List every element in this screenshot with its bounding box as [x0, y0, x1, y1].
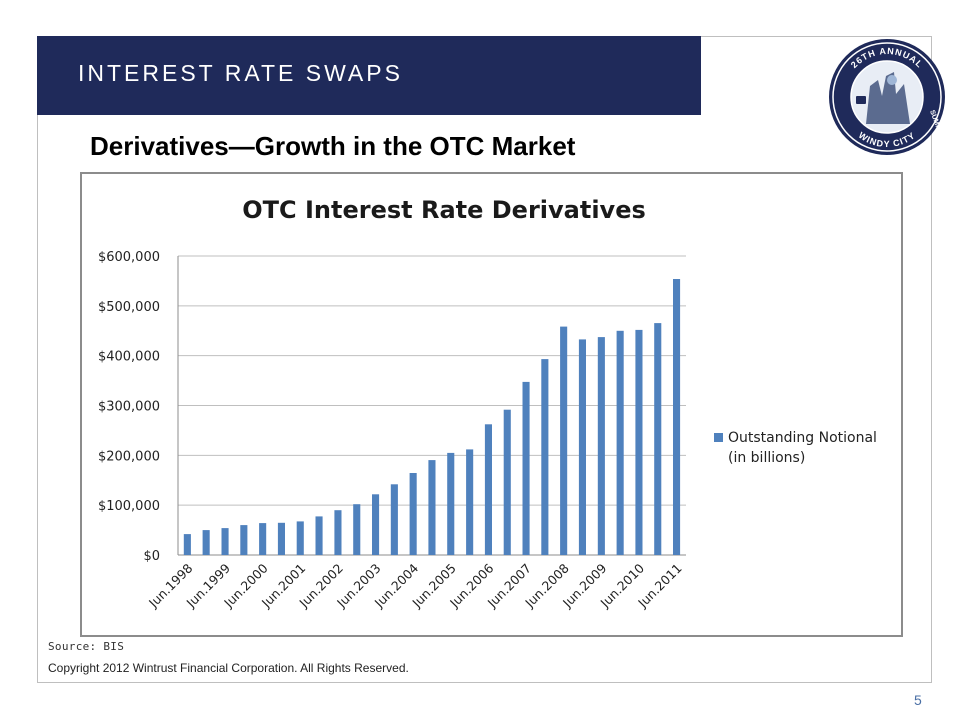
bar-Dec.2004 [428, 460, 436, 555]
bar-Jun.2009 [597, 337, 605, 555]
header-bar [37, 36, 701, 115]
legend-swatch [714, 433, 723, 442]
bar-Jun.2011 [673, 279, 681, 555]
bar-Jun.2010 [635, 329, 643, 555]
bar-Jun.2006 [484, 424, 492, 555]
bar-Dec.2007 [541, 359, 549, 555]
bar-Jun.2001 [296, 521, 304, 555]
copyright-text: Copyright 2012 Wintrust Financial Corpor… [48, 661, 409, 675]
bar-Jun.2003 [372, 494, 380, 555]
bar-Dec.2009 [616, 330, 624, 555]
bar-Jun.1999 [221, 528, 229, 555]
source-note: Source: BIS [48, 640, 125, 653]
y-tick-label: $0 [143, 549, 160, 564]
header-title: INTEREST RATE SWAPS [78, 60, 403, 86]
bar-Dec.2001 [315, 516, 323, 555]
y-tick-label: $300,000 [98, 400, 160, 415]
y-tick-label: $500,000 [98, 300, 160, 315]
bar-Jun.2008 [560, 326, 568, 555]
bar-Dec.1999 [240, 525, 248, 555]
bar-Jun.2004 [409, 473, 417, 555]
y-tick-label: $200,000 [98, 449, 160, 464]
chart-container: OTC Interest Rate Derivatives $0 $100,000 $… [80, 172, 903, 637]
bar-Jun.2007 [522, 381, 530, 555]
bar-Dec.2008 [578, 339, 586, 555]
y-tick-label: $100,000 [98, 499, 160, 514]
y-tick-label: $600,000 [98, 250, 160, 265]
bar-Jun.2002 [334, 510, 342, 555]
bar-Dec.2006 [503, 409, 511, 555]
legend-label-line2: (in billions) [728, 450, 805, 466]
bar-Jun.1998 [183, 534, 191, 555]
bar-Dec.2003 [390, 484, 398, 555]
page-number: 5 [914, 692, 922, 708]
bar-Dec.2010 [654, 323, 662, 555]
legend-label-line1: Outstanding Notional [728, 430, 877, 446]
bar-Dec.2005 [466, 449, 474, 555]
bar-Jun.2005 [447, 452, 455, 555]
chart-title: OTC Interest Rate Derivatives [242, 196, 646, 224]
bar-Jun.2000 [259, 523, 267, 555]
y-tick-label: $400,000 [98, 350, 160, 365]
bar-Dec.1998 [202, 530, 210, 555]
slide-subtitle: Derivatives—Growth in the OTC Market [90, 131, 576, 161]
bar-Dec.2002 [353, 504, 361, 555]
windy-city-summit-seal-icon: 26TH ANNUAL WINDY CITY SUMMIT [826, 36, 948, 158]
bar-Dec.2000 [277, 522, 285, 555]
chart-svg: OTC Interest Rate Derivatives $0 $100,000 $… [98, 196, 877, 611]
